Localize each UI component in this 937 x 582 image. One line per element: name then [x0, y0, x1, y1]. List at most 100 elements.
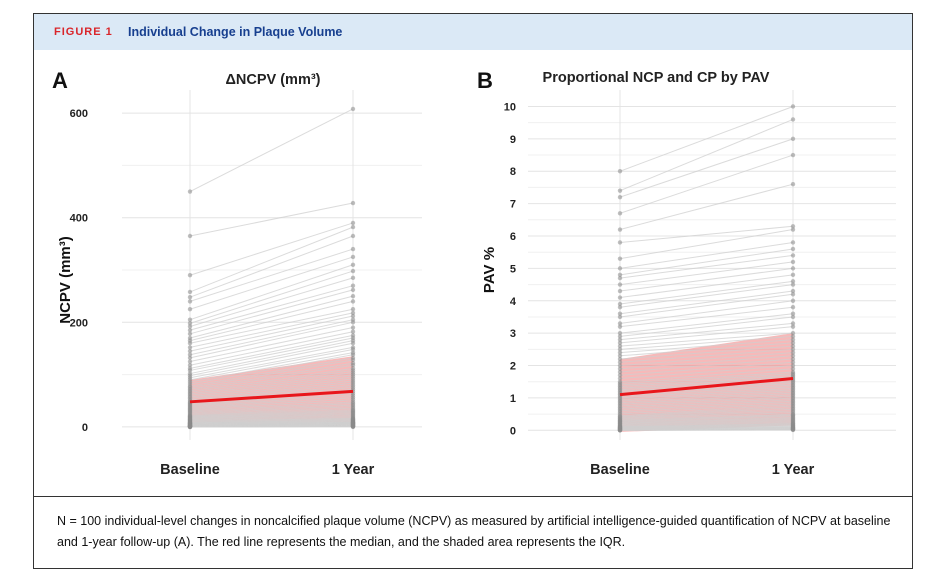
- individual-line: [619, 402, 794, 415]
- followup-point: [790, 227, 796, 232]
- individual-line: [619, 342, 794, 357]
- individual-line: [619, 306, 794, 328]
- followup-point: [350, 275, 356, 281]
- individual-line: [619, 339, 794, 354]
- individual-line: [189, 417, 354, 422]
- individual-line: [619, 254, 794, 279]
- followup-point: [350, 246, 356, 252]
- individual-line: [619, 316, 794, 337]
- baseline-point: [617, 366, 623, 371]
- baseline-point: [617, 211, 623, 216]
- followup-point: [790, 292, 796, 297]
- individual-line: [189, 425, 354, 427]
- baseline-point: [617, 256, 623, 261]
- baseline-point: [187, 368, 193, 373]
- followup-point: [350, 268, 356, 274]
- baseline-point: [187, 355, 193, 361]
- individual-line: [189, 321, 354, 359]
- baseline-point: [617, 330, 623, 336]
- individual-line: [189, 300, 354, 342]
- followup-point: [790, 246, 796, 252]
- individual-line: [619, 355, 794, 370]
- followup-point: [350, 254, 356, 260]
- baseline-point: [617, 350, 623, 355]
- followup-point: [350, 352, 356, 357]
- individual-line: [619, 345, 794, 360]
- baseline-point: [617, 337, 623, 342]
- individual-line: [619, 411, 794, 421]
- individual-line: [189, 419, 354, 423]
- baseline-point: [187, 345, 193, 350]
- individual-line: [189, 202, 354, 237]
- individual-line: [619, 332, 794, 347]
- followup-point: [350, 283, 356, 288]
- baseline-point: [187, 363, 193, 368]
- y-tick-label: 200: [70, 317, 88, 329]
- x-tick-label: 1 Year: [772, 462, 815, 478]
- baseline-point: [187, 307, 193, 312]
- baseline-point: [617, 363, 623, 368]
- individual-line: [189, 399, 354, 412]
- individual-line: [189, 407, 354, 417]
- individual-line: [189, 421, 354, 425]
- followup-point: [350, 220, 356, 226]
- figure-caption: N = 100 individual-level changes in nonc…: [57, 514, 891, 549]
- caption-divider: [34, 496, 912, 497]
- baseline-point: [617, 340, 623, 346]
- individual-line: [189, 285, 354, 331]
- followup-point: [790, 356, 796, 362]
- followup-point: [790, 427, 796, 433]
- individual-line: [189, 397, 354, 411]
- followup-point: [790, 353, 796, 359]
- individual-line: [619, 335, 794, 350]
- individual-line: [189, 319, 354, 356]
- baseline-point: [617, 428, 623, 433]
- figure-tag: FIGURE 1: [54, 26, 113, 38]
- baseline-point: [617, 373, 623, 378]
- individual-line: [189, 412, 354, 419]
- individual-line: [189, 337, 354, 371]
- baseline-point: [617, 169, 623, 174]
- x-tick-label: Baseline: [590, 462, 650, 478]
- baseline-point: [187, 359, 193, 364]
- followup-point: [790, 240, 796, 245]
- followup-point: [790, 266, 796, 271]
- individual-line: [189, 410, 354, 418]
- followup-point: [790, 350, 796, 355]
- panel-b-y-ticks: 0 1 2 3 4 5 6 7 8 9 10: [504, 101, 517, 437]
- followup-point: [790, 330, 796, 336]
- individual-line: [189, 409, 354, 417]
- individual-line: [619, 416, 794, 424]
- individual-line: [189, 401, 354, 413]
- individual-line: [619, 415, 794, 423]
- individual-line: [189, 340, 354, 375]
- individual-line: [619, 397, 794, 410]
- individual-line: [619, 248, 794, 276]
- individual-line: [619, 410, 794, 420]
- followup-point: [350, 307, 356, 312]
- baseline-point: [187, 424, 193, 430]
- y-tick-label: 9: [510, 134, 516, 146]
- baseline-point: [187, 289, 193, 295]
- individual-line: [189, 418, 354, 423]
- baseline-point: [617, 311, 623, 316]
- baseline-point: [187, 331, 193, 337]
- baseline-point: [187, 348, 193, 354]
- individual-line: [189, 346, 354, 379]
- individual-line: [189, 354, 354, 385]
- baseline-point: [617, 288, 623, 294]
- figure-title: Individual Change in Plaque Volume: [128, 25, 343, 39]
- individual-line: [189, 352, 354, 383]
- followup-point: [790, 321, 796, 326]
- followup-point: [790, 104, 796, 109]
- baseline-point: [617, 347, 623, 352]
- followup-point: [790, 314, 796, 320]
- followup-point: [790, 347, 796, 352]
- individual-line: [619, 405, 794, 418]
- individual-line: [189, 374, 354, 398]
- individual-line: [619, 284, 794, 308]
- y-tick-label: 4: [510, 296, 517, 308]
- baseline-point: [187, 189, 193, 194]
- followup-point: [790, 340, 796, 346]
